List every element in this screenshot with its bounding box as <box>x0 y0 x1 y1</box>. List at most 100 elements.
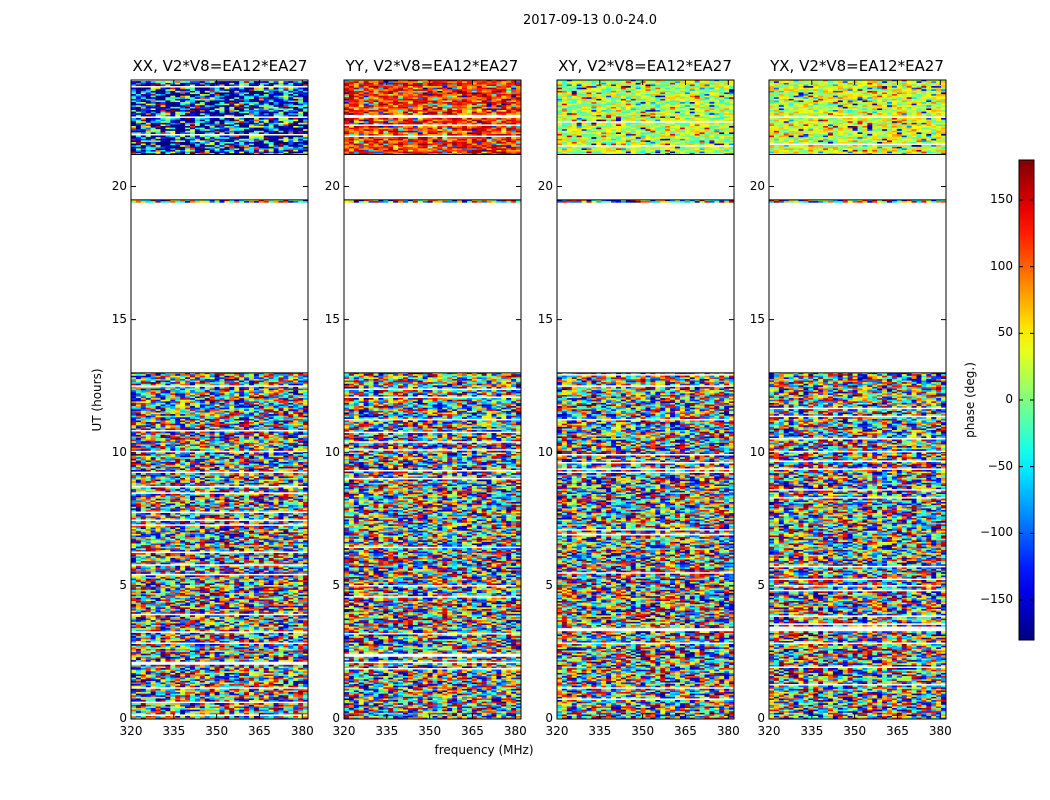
heatmap-cell <box>199 482 206 485</box>
heatmap-cell <box>234 476 240 478</box>
heatmap-cell <box>135 512 142 515</box>
heatmap-cell <box>298 699 304 702</box>
heatmap-cell <box>209 600 215 603</box>
heatmap-cell <box>288 570 294 573</box>
heatmap-cell <box>288 591 294 593</box>
heatmap-cell <box>249 605 255 608</box>
heatmap-cell <box>268 549 274 552</box>
heatmap-cell <box>150 520 156 523</box>
heatmap-cell <box>135 634 142 637</box>
heatmap-cell <box>253 603 260 606</box>
heatmap-cell <box>165 711 171 713</box>
heatmap-cell <box>268 703 274 705</box>
heatmap-cell <box>283 659 289 662</box>
heatmap-cell <box>303 647 308 649</box>
heatmap-cell <box>140 527 147 530</box>
heatmap-cell <box>194 597 201 600</box>
heatmap-cell <box>303 599 308 601</box>
heatmap-cell <box>140 476 147 478</box>
heatmap-cell <box>219 591 225 593</box>
heatmap-cell <box>131 568 137 571</box>
heatmap-cell <box>209 685 215 688</box>
heatmap-cell <box>155 487 161 490</box>
heatmap-cell <box>249 477 255 480</box>
heatmap-cell <box>150 647 156 649</box>
heatmap-cell <box>224 549 230 552</box>
heatmap-cell <box>249 572 255 574</box>
heatmap-cell <box>283 658 289 661</box>
heatmap-cell <box>258 546 265 549</box>
heatmap-cell <box>175 682 181 685</box>
heatmap-cell <box>258 487 265 490</box>
heatmap-cell <box>209 516 215 518</box>
heatmap-cell <box>244 632 250 635</box>
heatmap-cell <box>239 589 245 592</box>
heatmap-cell <box>298 533 304 536</box>
heatmap-cell <box>194 479 201 482</box>
heatmap-cell <box>239 616 245 619</box>
heatmap-cell <box>190 581 196 584</box>
heatmap-cell <box>214 549 220 552</box>
heatmap-cell <box>165 669 171 672</box>
heatmap-cell <box>298 709 304 712</box>
heatmap-cell <box>219 656 225 659</box>
heatmap-cell <box>288 685 294 688</box>
heatmap-cell <box>145 512 152 515</box>
heatmap-cell <box>288 568 294 571</box>
heatmap-cell <box>135 679 142 681</box>
heatmap-cell <box>131 477 137 480</box>
heatmap-cell <box>229 600 235 603</box>
heatmap-cell <box>214 548 220 550</box>
heatmap-cell <box>180 648 186 651</box>
heatmap-cell <box>170 544 176 547</box>
heatmap-cell <box>239 711 245 713</box>
heatmap-cell <box>273 530 279 533</box>
heatmap-cell <box>175 525 181 528</box>
heatmap-cell <box>145 487 152 490</box>
heatmap-cell <box>170 554 176 557</box>
heatmap-cell <box>135 669 142 672</box>
heatmap-cell <box>249 623 255 625</box>
heatmap-cell <box>145 635 152 638</box>
heatmap-cell <box>160 640 166 643</box>
heatmap-cell <box>283 536 289 539</box>
heatmap-cell <box>303 619 308 622</box>
heatmap-cell <box>219 648 225 651</box>
heatmap-cell <box>298 671 304 673</box>
heatmap-cell <box>194 594 201 597</box>
heatmap-cell <box>194 658 201 661</box>
heatmap-cell <box>165 674 171 677</box>
heatmap-cell <box>165 490 171 493</box>
heatmap-cell <box>229 565 235 568</box>
heatmap-cell <box>244 650 250 653</box>
heatmap-cell <box>288 640 294 643</box>
heatmap-cell <box>160 490 166 493</box>
heatmap-cell <box>170 677 176 680</box>
heatmap-cell <box>253 599 260 601</box>
heatmap-cell <box>190 516 196 518</box>
heatmap-cell <box>249 634 255 637</box>
heatmap-cell <box>209 607 215 609</box>
heatmap-cell <box>155 600 161 603</box>
heatmap-cell <box>180 495 186 498</box>
heatmap-cell <box>239 528 245 531</box>
heatmap-cell <box>140 552 147 555</box>
heatmap-cell <box>209 548 215 550</box>
heatmap-cell <box>288 495 294 498</box>
heatmap-cell <box>155 560 161 563</box>
heatmap-cell <box>214 500 220 502</box>
heatmap-cell <box>194 685 201 688</box>
heatmap-cell <box>268 516 274 518</box>
heatmap-cell <box>273 650 279 653</box>
heatmap-cell <box>131 616 137 619</box>
heatmap-cell <box>253 536 260 539</box>
heatmap-cell <box>263 583 270 586</box>
heatmap-cell <box>160 549 166 552</box>
heatmap-cell <box>160 679 166 681</box>
heatmap-cell <box>194 608 201 611</box>
heatmap-cell <box>249 666 255 669</box>
heatmap-cell <box>253 575 260 578</box>
heatmap-cell <box>190 567 196 570</box>
heatmap-cell <box>180 517 186 520</box>
